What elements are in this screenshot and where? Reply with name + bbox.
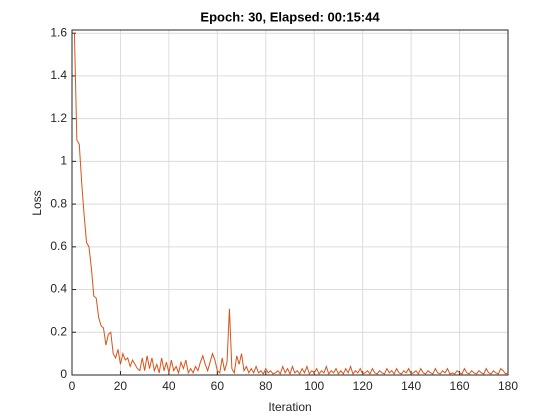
y-tick-label: 1.2 bbox=[50, 111, 67, 125]
y-tick-label: 1.6 bbox=[50, 25, 67, 39]
y-tick-label: 0 bbox=[60, 367, 67, 381]
x-tick-label: 20 bbox=[114, 379, 128, 393]
y-tick-label: 1 bbox=[60, 154, 67, 168]
y-tick-label: 0.8 bbox=[50, 196, 67, 210]
x-axis-label: Iteration bbox=[268, 400, 311, 414]
x-tick-label: 40 bbox=[162, 379, 176, 393]
x-tick-label: 160 bbox=[450, 379, 470, 393]
y-tick-label: 0.4 bbox=[50, 282, 67, 296]
y-tick-label: 0.6 bbox=[50, 239, 67, 253]
x-tick-label: 100 bbox=[304, 379, 324, 393]
loss-line bbox=[73, 33, 509, 376]
x-tick-label: 140 bbox=[401, 379, 421, 393]
x-tick-label: 80 bbox=[259, 379, 273, 393]
x-tick-label: 60 bbox=[211, 379, 225, 393]
x-tick-label: 120 bbox=[353, 379, 373, 393]
chart-title: Epoch: 30, Elapsed: 00:15:44 bbox=[200, 9, 380, 24]
x-tick-label: 180 bbox=[498, 379, 518, 393]
plot-frame bbox=[71, 29, 509, 376]
y-tick-label: 0.2 bbox=[50, 324, 67, 338]
x-tick-label: 0 bbox=[69, 379, 76, 393]
y-axis-label: Loss bbox=[30, 190, 44, 215]
y-tick-label: 1.4 bbox=[50, 68, 67, 82]
